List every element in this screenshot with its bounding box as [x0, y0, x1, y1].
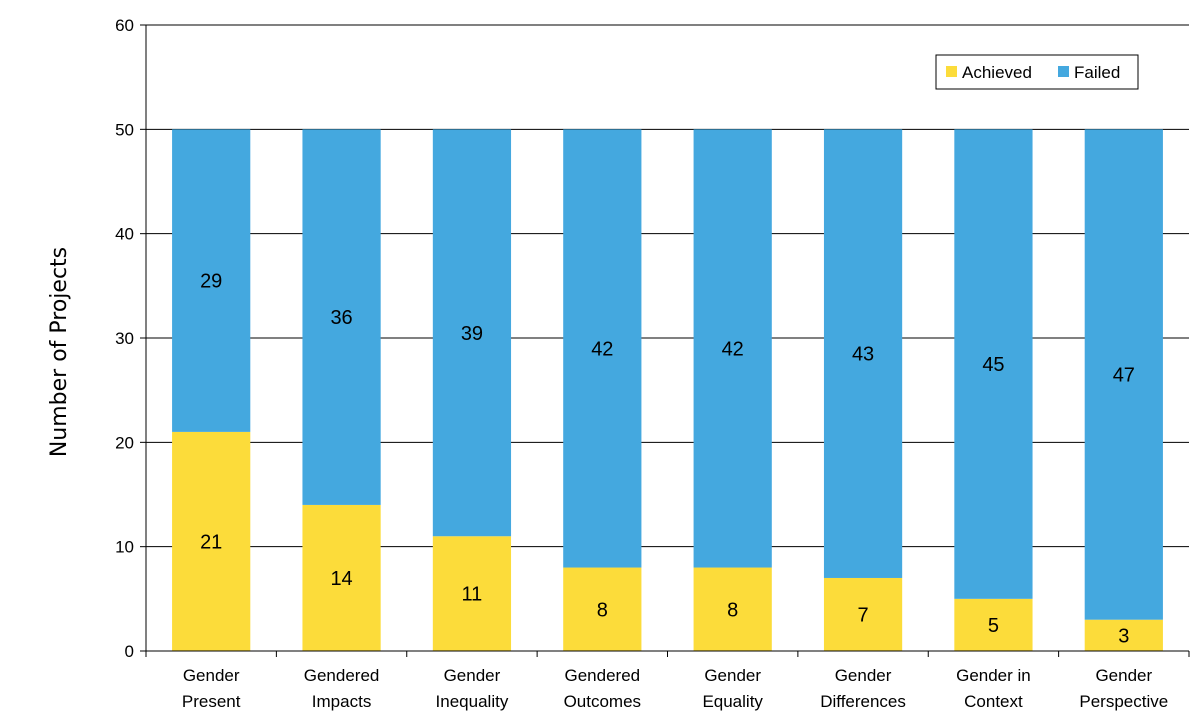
legend: Achieved Failed: [935, 54, 1139, 90]
data-label-failed: 29: [200, 271, 222, 293]
bars: [172, 129, 1163, 651]
legend-swatch-achieved: [946, 66, 957, 77]
y-tick-label: 20: [115, 433, 134, 452]
bar-achieved: [302, 504, 381, 651]
x-category-label: Gendered Impacts: [304, 666, 380, 711]
y-axis-label: Number of Projects: [47, 247, 72, 457]
y-tick-label: 60: [115, 16, 134, 35]
x-category-label: Gender Equality: [702, 666, 763, 711]
bar-failed: [823, 129, 903, 578]
data-label-achieved: 7: [858, 604, 869, 626]
legend-label-failed: Failed: [1074, 63, 1120, 82]
data-label-achieved: 14: [330, 568, 352, 590]
data-label-failed: 36: [330, 307, 352, 329]
legend-box: [935, 54, 1139, 90]
bar-failed: [954, 129, 1033, 599]
x-category-label: Gender Inequality: [436, 666, 509, 711]
y-tick-label: 40: [115, 225, 134, 244]
bar-failed: [432, 129, 512, 537]
data-label-failed: 42: [591, 338, 613, 360]
bar-failed: [693, 129, 772, 568]
data-label-achieved: 8: [727, 599, 738, 621]
bar-achieved: [823, 577, 903, 651]
bar-achieved: [172, 431, 251, 651]
data-label-achieved: 11: [462, 584, 483, 606]
data-label-achieved: 3: [1118, 625, 1129, 647]
legend-label-achieved: Achieved: [962, 63, 1032, 82]
bar-achieved: [693, 567, 772, 651]
bar-achieved: [432, 536, 512, 651]
bar-failed: [1084, 129, 1163, 620]
x-category-label: Gender Present: [182, 666, 241, 711]
data-label-failed: 42: [722, 338, 744, 360]
data-label-failed: 45: [982, 354, 1004, 376]
x-category-label: Gendered Outcomes: [564, 666, 641, 711]
bar-failed: [172, 129, 251, 432]
axes: 0 10 20 30 40 50 60 Gender Present Gendered Impact…: [115, 16, 1190, 711]
y-tick-label: 0: [125, 642, 134, 661]
data-label-achieved: 8: [597, 599, 608, 621]
data-label-failed: 39: [461, 323, 483, 345]
x-category-label: Gender Perspective: [1079, 666, 1168, 711]
legend-swatch-failed: [1058, 66, 1069, 77]
bar-achieved: [1084, 619, 1163, 651]
y-tick-label: 30: [115, 329, 134, 348]
x-category-label: Gender Differences: [820, 666, 906, 711]
data-label-achieved: 21: [200, 531, 222, 553]
data-label-failed: 47: [1113, 365, 1135, 387]
y-tick-label: 50: [115, 120, 134, 139]
data-label-failed: 43: [852, 344, 874, 366]
y-tick-label: 10: [115, 538, 134, 557]
bar-achieved: [954, 598, 1033, 651]
bar-failed: [563, 129, 642, 568]
bar-failed: [302, 129, 381, 505]
data-label-achieved: 5: [988, 615, 999, 637]
x-category-label: Gender in Context: [956, 666, 1031, 711]
bar-achieved: [563, 567, 642, 651]
data-labels: 21 29 14 36 11 39 8 42 8 42 7 43 5 45 3 47: [200, 271, 1135, 648]
